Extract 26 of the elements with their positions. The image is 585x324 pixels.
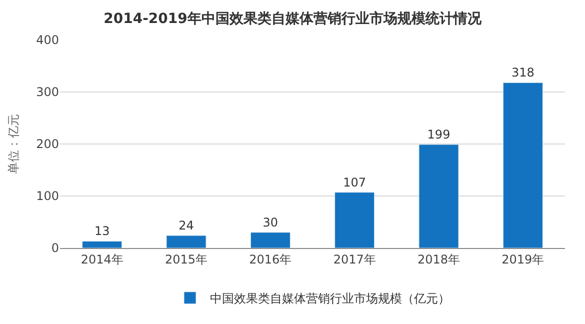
bar (418, 144, 459, 248)
x-tick-label: 2018年 (417, 252, 460, 266)
data-label: 199 (427, 128, 450, 142)
x-tick-label: 2014年 (80, 252, 124, 266)
y-tick-label: 200 (36, 137, 59, 152)
bar (250, 232, 290, 248)
data-label: 13 (94, 224, 110, 238)
y-tick-label: 100 (36, 189, 59, 204)
legend-label: 中国效果类自媒体营销行业市场规模（亿元） (210, 292, 450, 306)
bar (334, 192, 375, 248)
y-axis-title: 单位：亿元 (6, 114, 20, 174)
y-tick-label: 400 (36, 33, 59, 48)
data-label: 107 (343, 175, 366, 190)
bar (166, 235, 206, 248)
bar (82, 240, 122, 248)
x-tick-label: 2016年 (249, 252, 292, 266)
data-label: 318 (511, 66, 534, 80)
x-tick-label: 2019年 (502, 252, 544, 266)
x-tick-label: 2015年 (164, 252, 208, 266)
data-label: 24 (178, 218, 194, 233)
x-tick-label: 2017年 (333, 252, 376, 266)
y-tick-label: 0 (51, 241, 59, 256)
data-label: 30 (262, 215, 278, 230)
bar (502, 82, 543, 248)
y-tick-label: 300 (36, 85, 59, 100)
chart-title: 2014-2019年中国效果类自媒体营销行业市场规模统计情况 (104, 10, 482, 27)
